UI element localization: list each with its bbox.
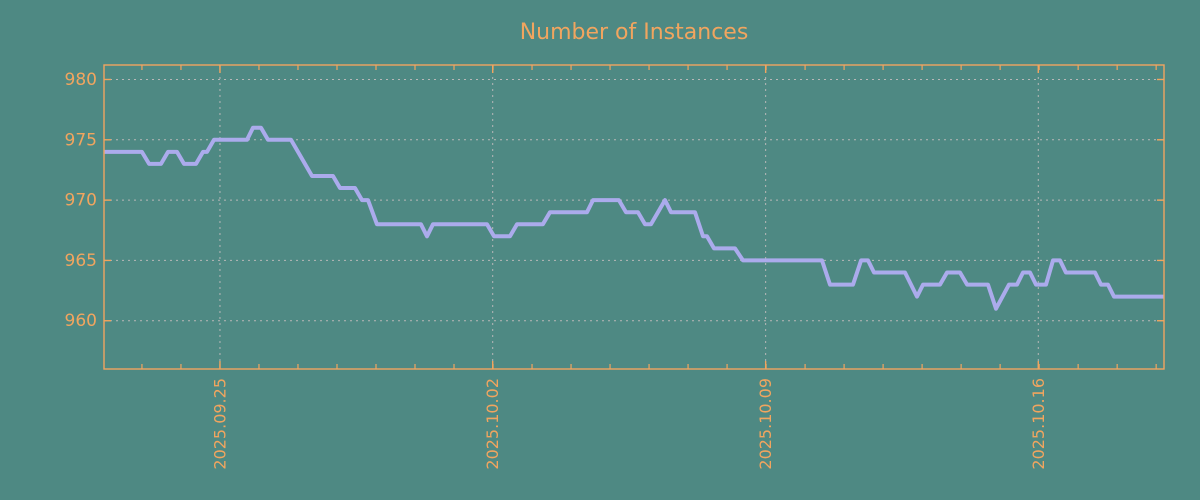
- label-layer: 960 965 970 975 980 2025.09.25 2025.10.02 2025.…: [65, 70, 1048, 470]
- y-tick-label: 965: [65, 251, 97, 271]
- axis-layer: [103, 64, 1165, 370]
- x-tick-label: 2025.09.25: [210, 378, 229, 470]
- y-tick-label: 975: [65, 130, 97, 150]
- instances-series-line: [104, 125, 1164, 311]
- series-layer: [104, 125, 1164, 311]
- x-tick-label: 2025.10.02: [483, 378, 502, 470]
- chart-title: Number of Instances: [520, 20, 749, 45]
- y-tick-label: 970: [65, 191, 97, 211]
- x-tick-label: 2025.10.16: [1029, 378, 1048, 470]
- x-tick-label: 2025.10.09: [756, 378, 775, 470]
- y-tick-label: 980: [65, 70, 97, 90]
- grid-layer: [104, 65, 1164, 369]
- y-tick-label: 960: [65, 311, 97, 331]
- plot-border: [103, 64, 1165, 370]
